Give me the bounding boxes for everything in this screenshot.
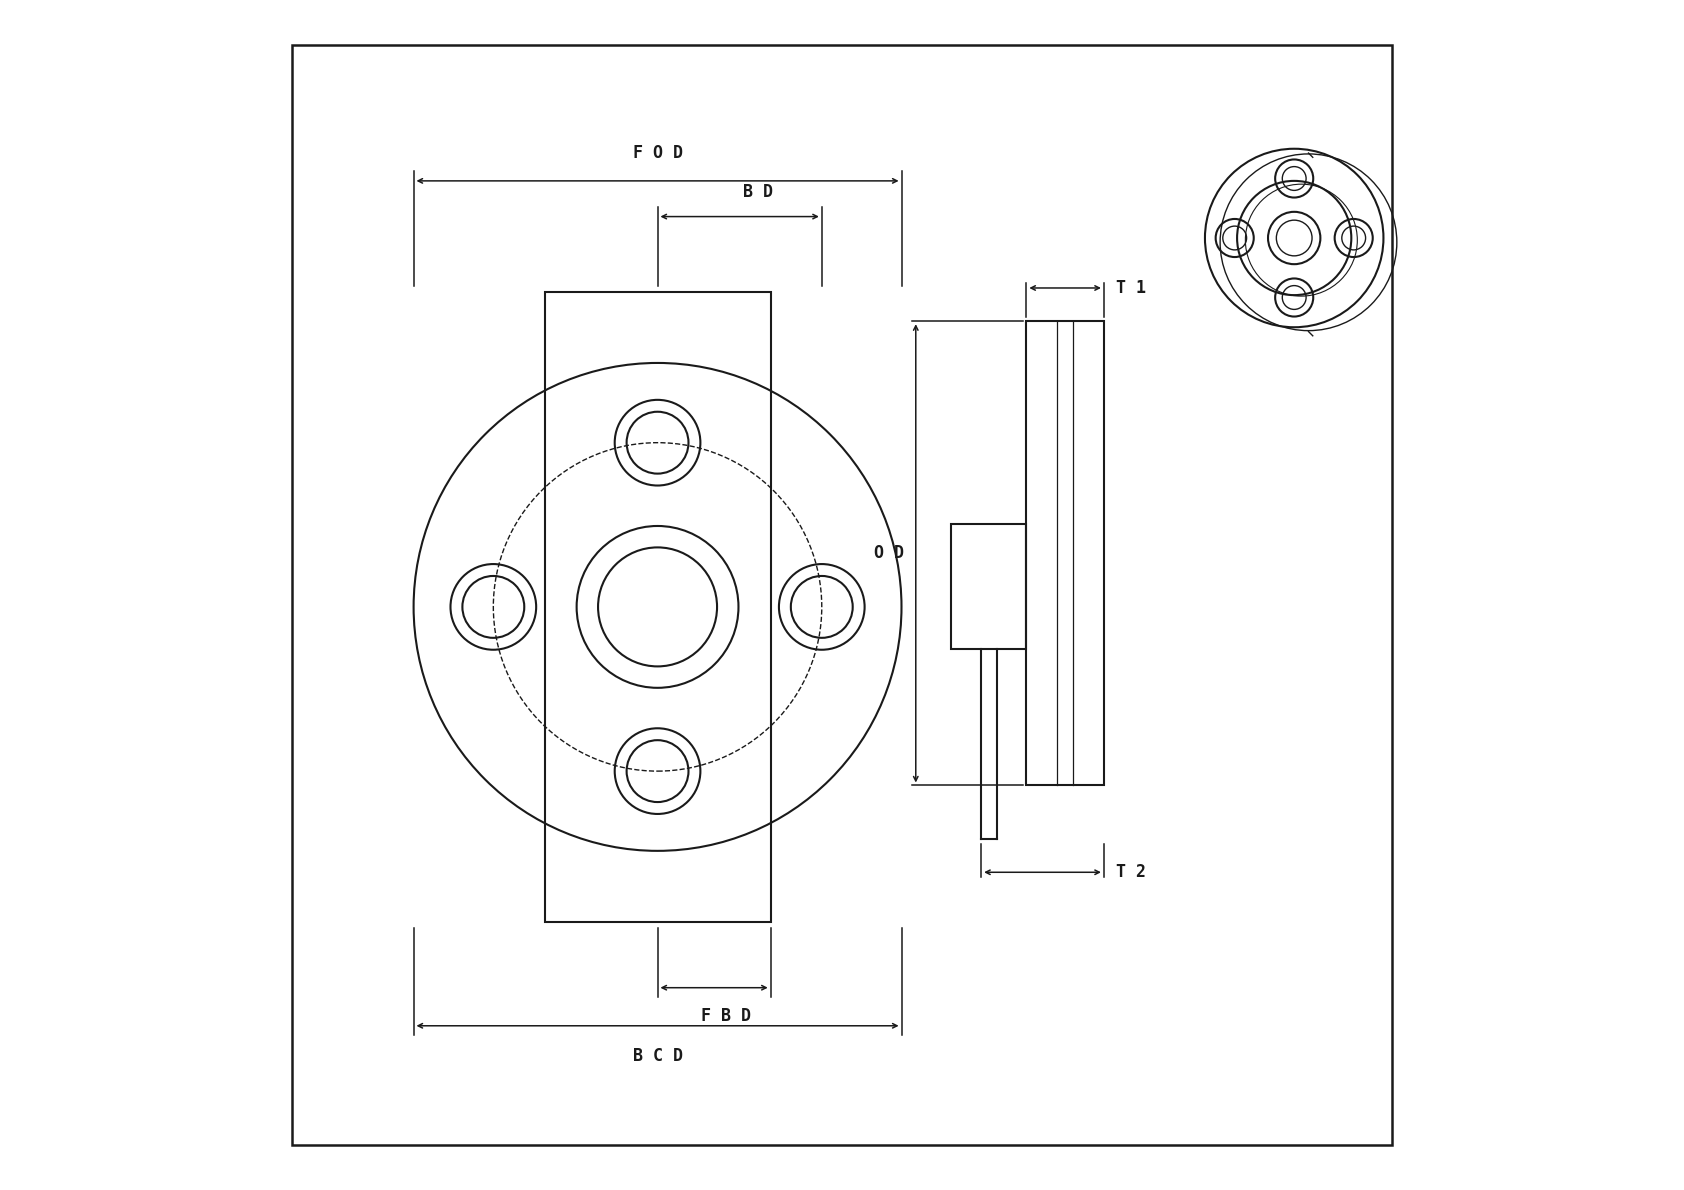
Bar — [1027, 321, 1103, 785]
Bar — [544, 292, 771, 922]
Text: B D: B D — [743, 183, 773, 201]
Text: T 1: T 1 — [1116, 278, 1145, 298]
Text: B C D: B C D — [633, 1047, 682, 1065]
Text: T 2: T 2 — [1116, 863, 1145, 882]
Text: F O D: F O D — [633, 144, 682, 162]
Bar — [951, 524, 1027, 649]
Text: O D: O D — [874, 544, 904, 563]
Text: F B D: F B D — [701, 1007, 751, 1025]
